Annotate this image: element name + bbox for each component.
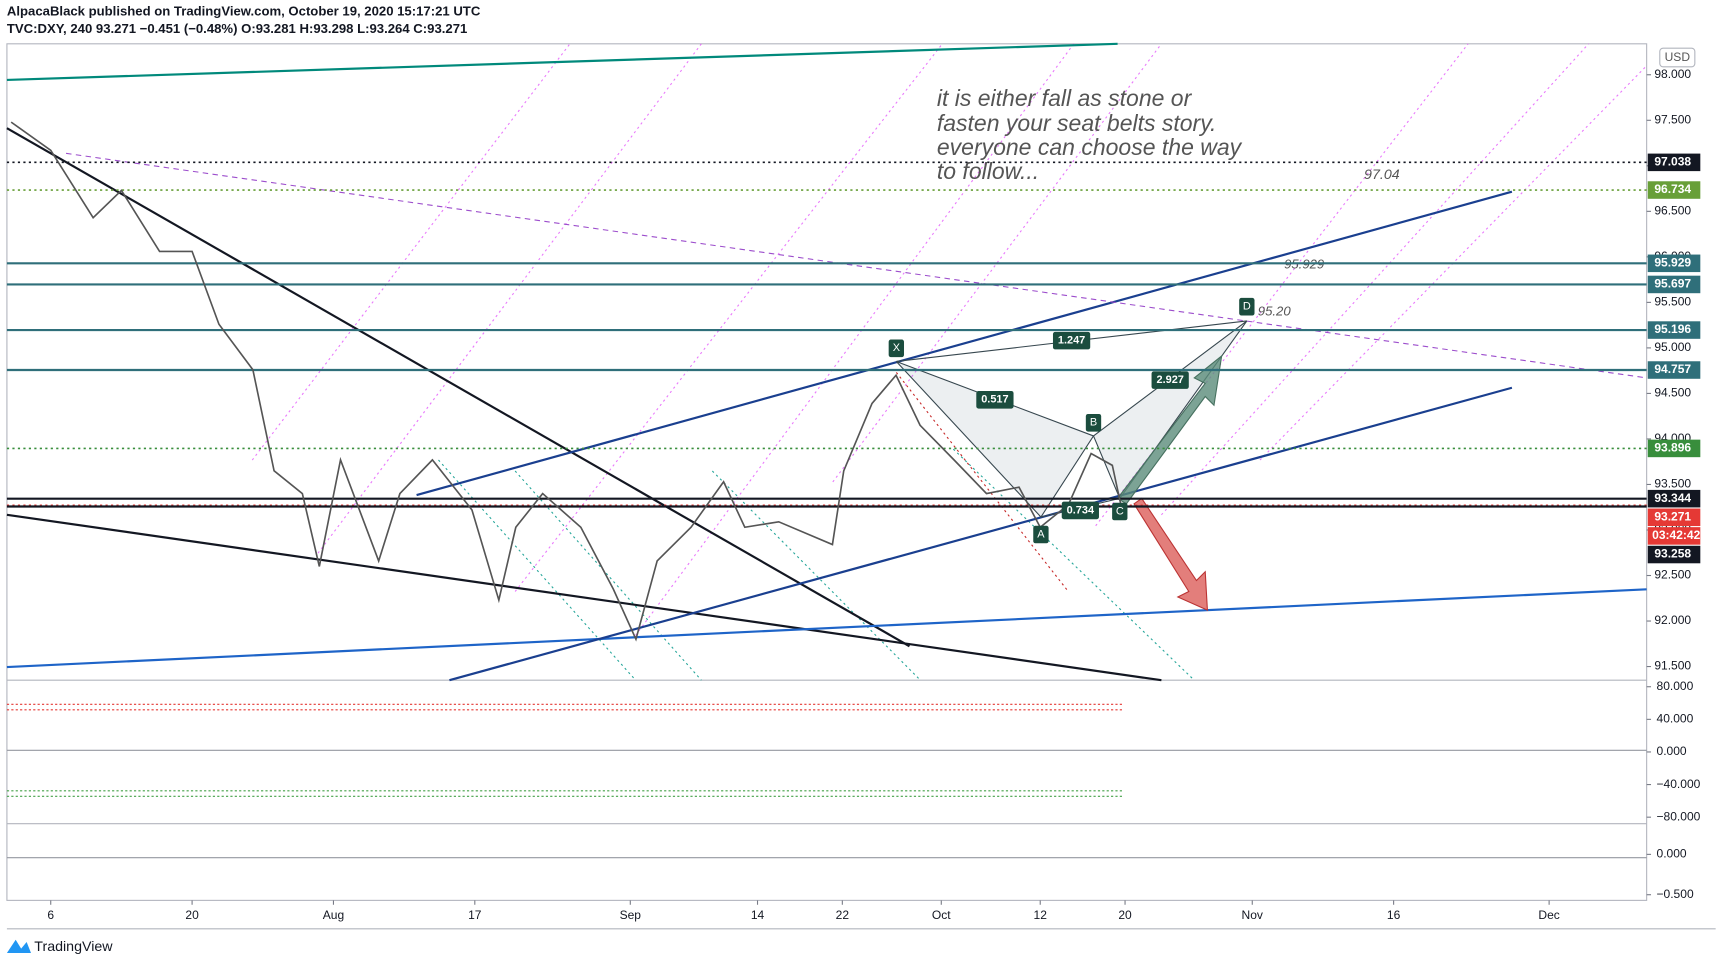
pattern-ratio-box bbox=[976, 391, 1014, 409]
level-label-box bbox=[1647, 275, 1701, 294]
x-tick-label: Oct bbox=[932, 908, 951, 922]
y-tick-label: 96.500 bbox=[1654, 204, 1691, 218]
pattern-ratio: 0.517 bbox=[981, 394, 1008, 406]
footer-brand: TradingView bbox=[34, 939, 113, 955]
level-label: 93.344 bbox=[1654, 491, 1691, 505]
level-label: 93.271 bbox=[1654, 509, 1691, 523]
pane-tick-label: 0.000 bbox=[1657, 744, 1687, 758]
pattern-ratio-box bbox=[1052, 331, 1091, 350]
pattern-point-box bbox=[1033, 525, 1049, 544]
pattern-point-box bbox=[888, 339, 905, 358]
level-label: 96.734 bbox=[1654, 182, 1691, 196]
logo bbox=[6, 939, 32, 953]
countdown: 03:42:42 bbox=[1652, 528, 1700, 542]
level-label: 93.258 bbox=[1654, 547, 1691, 561]
pattern-ratio: 0.734 bbox=[1067, 504, 1095, 516]
x-tick-label: Aug bbox=[323, 908, 344, 922]
pattern-point: C bbox=[1116, 505, 1124, 517]
pane-decor bbox=[6, 703, 1647, 859]
level-label-box bbox=[1647, 508, 1701, 527]
annotation-line: it is either fall as stone or bbox=[937, 85, 1193, 111]
pane-frames bbox=[6, 43, 1716, 930]
level-label: 93.896 bbox=[1654, 441, 1691, 455]
x-tick-label: 14 bbox=[751, 908, 765, 922]
pane-tick-label: 0.000 bbox=[1657, 847, 1687, 861]
x-tick-label: Dec bbox=[1538, 908, 1559, 922]
annotation-line: fasten your seat belts story. bbox=[937, 110, 1217, 136]
price-note: 95.20 bbox=[1258, 304, 1292, 319]
pattern-ratio: 1.247 bbox=[1058, 335, 1085, 347]
level-label: 97.038 bbox=[1654, 155, 1691, 169]
y-tick-label: 92.000 bbox=[1654, 613, 1691, 627]
level-label-box bbox=[1647, 153, 1701, 172]
level-label-box bbox=[1647, 361, 1701, 379]
pattern-point-box bbox=[1239, 297, 1255, 316]
y-tick-label: 94.500 bbox=[1654, 386, 1691, 400]
x-tick-label: 22 bbox=[836, 908, 850, 922]
y-tick-label: 98.000 bbox=[1654, 67, 1691, 81]
level-label: 95.697 bbox=[1654, 277, 1691, 291]
level-label: 94.757 bbox=[1654, 362, 1691, 376]
x-tick-label: 16 bbox=[1387, 908, 1401, 922]
pattern-ratio-box bbox=[1151, 371, 1189, 389]
pattern-point-box bbox=[1112, 502, 1128, 521]
pane-tick-label: 40.000 bbox=[1657, 712, 1694, 726]
x-tick-label: 17 bbox=[468, 908, 482, 922]
pattern-ratio-box bbox=[1061, 501, 1099, 520]
level-label-box bbox=[1647, 489, 1701, 508]
annotation-line: everyone can choose the way bbox=[937, 134, 1243, 160]
y-tick-label: 97.500 bbox=[1654, 112, 1691, 126]
pane-tick-label: −40.000 bbox=[1657, 777, 1701, 791]
x-tick-label: Nov bbox=[1242, 908, 1263, 922]
level-label-box bbox=[1647, 321, 1701, 339]
currency: USD bbox=[1665, 50, 1691, 64]
pattern-point: D bbox=[1243, 301, 1251, 313]
pattern-ratio: 2.927 bbox=[1156, 374, 1183, 386]
y-tick-label: 91.500 bbox=[1654, 659, 1691, 673]
level-label: 95.929 bbox=[1654, 256, 1691, 270]
level-label-box bbox=[1647, 181, 1701, 199]
x-tick-label: 20 bbox=[185, 908, 199, 922]
price-note: 97.04 bbox=[1364, 167, 1400, 183]
x-tick-label: 20 bbox=[1118, 908, 1132, 922]
y-tick-label: 93.500 bbox=[1654, 477, 1691, 491]
level-label-box bbox=[1647, 439, 1701, 458]
currency-box bbox=[1659, 47, 1696, 68]
countdown-box bbox=[1647, 527, 1701, 545]
price-line bbox=[10, 121, 1122, 642]
level-label-box bbox=[1647, 254, 1701, 273]
pattern-point: X bbox=[893, 342, 901, 354]
pane-tick-label: 80.000 bbox=[1657, 679, 1694, 693]
y-tick-label: 95.000 bbox=[1654, 340, 1691, 354]
level-label-box bbox=[1647, 545, 1701, 564]
pattern-point: A bbox=[1037, 528, 1045, 540]
x-tick-label: Sep bbox=[620, 908, 642, 922]
header-line1: AlpacaBlack published on TradingView.com… bbox=[7, 4, 481, 19]
pane-tick-label: −80.000 bbox=[1657, 809, 1701, 823]
pattern-point: B bbox=[1090, 417, 1097, 429]
level-label: 95.196 bbox=[1654, 322, 1691, 336]
pattern-point-box bbox=[1085, 414, 1102, 432]
x-tick-label: 6 bbox=[47, 908, 54, 922]
x-tick-label: 12 bbox=[1034, 908, 1048, 922]
header-line2: TVC:DXY, 240 93.271 −0.451 (−0.48%) O:93… bbox=[7, 21, 467, 36]
pane-tick-label: −0.500 bbox=[1657, 887, 1694, 901]
y-tick-label: 92.500 bbox=[1654, 568, 1691, 582]
y-tick-label: 95.500 bbox=[1654, 295, 1691, 309]
